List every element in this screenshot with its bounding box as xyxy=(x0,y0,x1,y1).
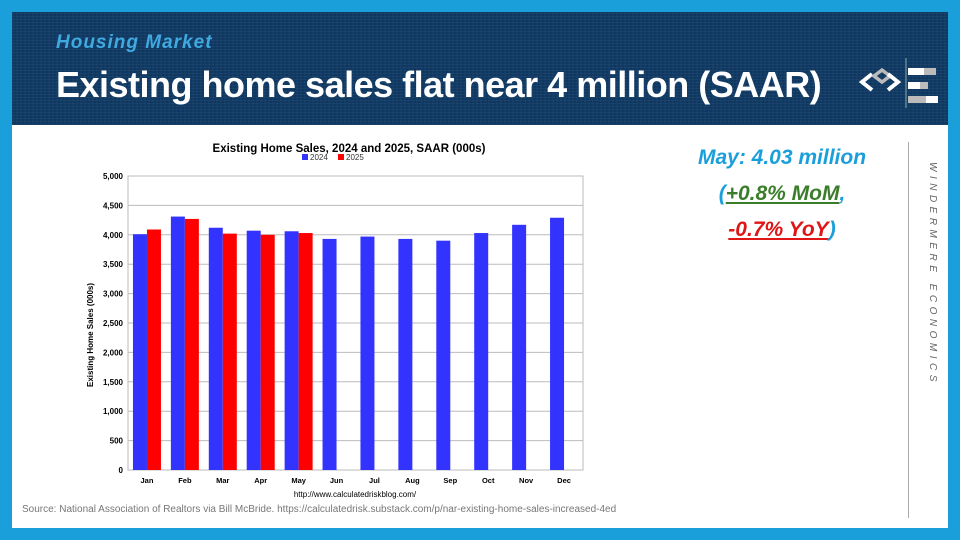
bar-2025-Jan xyxy=(146,229,161,470)
y-tick-label: 500 xyxy=(110,437,124,446)
windermere-logo-icon xyxy=(858,58,938,108)
x-tick-label: Nov xyxy=(519,476,534,485)
bar-2025-Feb xyxy=(184,218,199,470)
x-axis-caption: http://www.calculatedriskblog.com/ xyxy=(294,490,417,499)
callout-mom: +0.8% MoM xyxy=(725,182,840,205)
legend: 2024 2025 xyxy=(302,153,364,162)
bar-chart: Existing Home Sales, 2024 and 2025, SAAR… xyxy=(86,143,584,499)
x-tick-label: Mar xyxy=(216,476,229,485)
y-tick-label: 2,000 xyxy=(103,348,124,357)
slide-title: Existing home sales flat near 4 million … xyxy=(56,64,822,105)
bar-2024-May xyxy=(284,231,299,470)
x-tick-label: Aug xyxy=(405,476,420,485)
divider xyxy=(908,142,909,518)
x-tick-label: Feb xyxy=(178,476,192,485)
chart-title: Existing Home Sales, 2024 and 2025, SAAR… xyxy=(213,143,486,155)
x-tick-label: Dec xyxy=(557,476,571,485)
bar-2024-Oct xyxy=(474,233,489,470)
y-tick-label: 1,500 xyxy=(103,378,124,387)
x-tick-label: Apr xyxy=(254,476,267,485)
callout-headline: May: 4.03 million xyxy=(697,146,867,169)
header-banner: Housing Market Existing home sales flat … xyxy=(12,12,948,125)
legend-label-2024: 2024 xyxy=(310,153,328,162)
legend-swatch-2024 xyxy=(302,154,308,160)
x-tick-label: Oct xyxy=(482,476,495,485)
bar-2024-Feb xyxy=(170,216,185,470)
x-tick-label: May xyxy=(291,476,306,485)
legend-label-2025: 2025 xyxy=(346,153,364,162)
bar-2024-Dec xyxy=(550,217,565,470)
x-tick-label: Jan xyxy=(140,476,153,485)
bar-2024-Sep xyxy=(436,240,451,470)
callout-paren-close: ) xyxy=(828,218,836,241)
x-tick-label: Sep xyxy=(443,476,457,485)
y-tick-label: 5,000 xyxy=(103,172,124,181)
brand-text: WINDERMERE ECONOMICS xyxy=(927,162,938,386)
y-tick-label: 3,500 xyxy=(103,260,124,269)
legend-swatch-2025 xyxy=(338,154,344,160)
bar-2024-Apr xyxy=(246,230,261,470)
y-tick-label: 3,000 xyxy=(103,290,124,299)
slide: Housing Market Existing home sales flat … xyxy=(12,12,948,528)
y-tick-label: 4,000 xyxy=(103,231,124,240)
bar-2025-May xyxy=(298,233,313,470)
callout-yoy: -0.7% YoY xyxy=(728,218,829,241)
bar-2025-Mar xyxy=(222,233,237,470)
y-tick-label: 0 xyxy=(119,466,124,475)
source-note: Source: National Association of Realtors… xyxy=(22,504,617,515)
callout: May: 4.03 million (+0.8% MoM, -0.7% YoY) xyxy=(672,140,892,248)
bar-2024-Jan xyxy=(132,234,147,470)
bar-2025-Apr xyxy=(260,234,275,470)
y-tick-label: 4,500 xyxy=(103,201,124,210)
callout-paren-open: ( xyxy=(718,182,726,205)
bar-2024-Aug xyxy=(398,238,413,470)
bar-2024-Nov xyxy=(512,224,527,470)
y-tick-label: 2,500 xyxy=(103,319,124,328)
x-tick-label: Jun xyxy=(330,476,344,485)
callout-comma: , xyxy=(839,182,846,205)
section-kicker: Housing Market xyxy=(56,32,213,53)
bar-2024-Mar xyxy=(208,227,223,470)
bar-2024-Jul xyxy=(360,236,375,470)
y-tick-label: 1,000 xyxy=(103,407,124,416)
bar-2024-Jun xyxy=(322,238,337,470)
x-tick-label: Jul xyxy=(369,476,380,485)
y-axis-label: Existing Home Sales (000s) xyxy=(86,283,95,387)
